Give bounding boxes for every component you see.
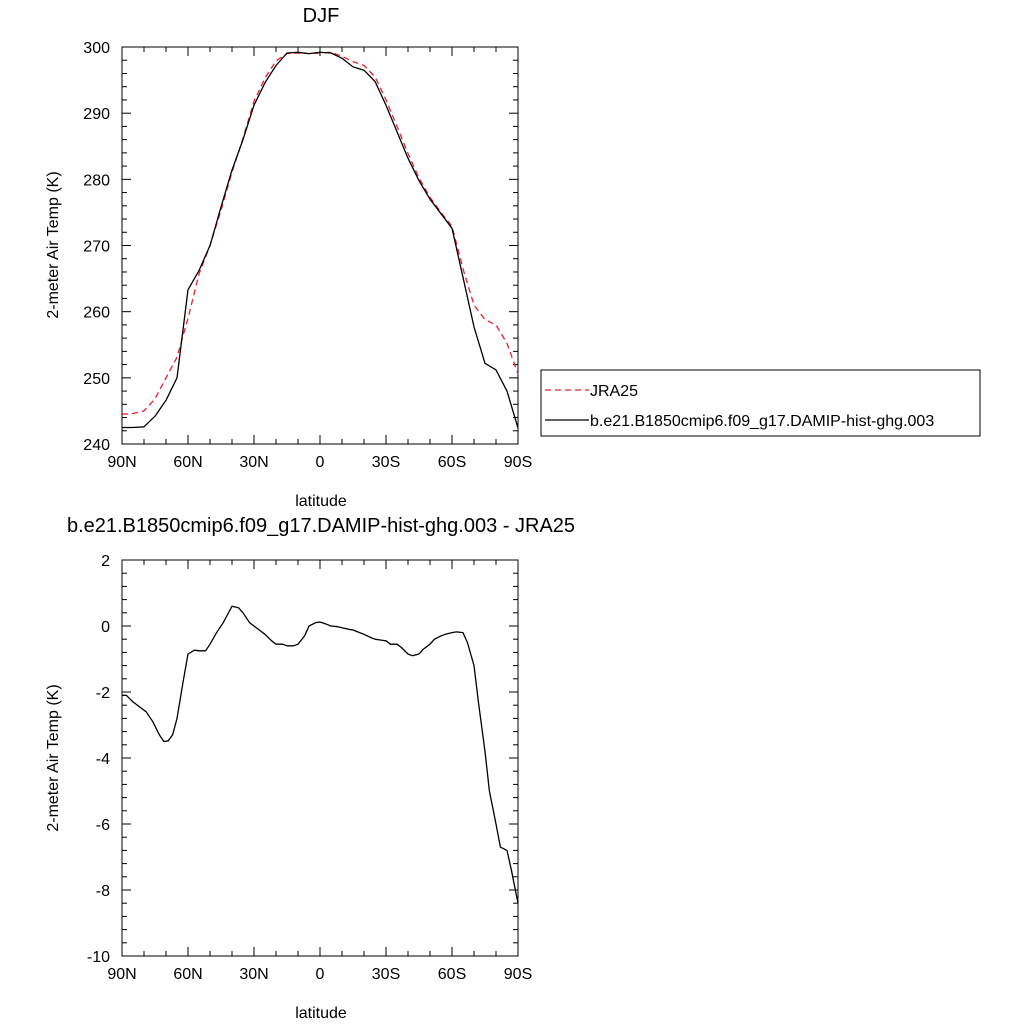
bottom-y-tick-label: 2 xyxy=(101,553,110,570)
top-y-tick-label: 240 xyxy=(83,437,110,454)
bottom-x-tick-labels: 90N 60N 30N 0 30S 60S 90S xyxy=(107,966,532,983)
top-y-tick-label: 260 xyxy=(83,305,110,322)
bottom-y-tick-labels: -10 -8 -6 -4 -2 0 2 xyxy=(87,553,110,966)
top-x-tick-label: 60S xyxy=(438,454,466,471)
bottom-y-tick-label: -8 xyxy=(96,883,110,900)
bottom-y-tick-label: -4 xyxy=(96,751,110,768)
bottom-y-axis-label: 2-meter Air Temp (K) xyxy=(45,684,62,831)
top-tick-marks xyxy=(121,46,519,445)
bottom-plot-frame xyxy=(121,559,519,957)
bottom-y-tick-label: -10 xyxy=(87,949,110,966)
bottom-chart-title: b.e21.B1850cmip6.f09_g17.DAMIP-hist-ghg.… xyxy=(67,515,575,537)
bottom-series-lines xyxy=(122,605,519,904)
bottom-y-tick-label: -2 xyxy=(96,685,110,702)
top-y-tick-label: 280 xyxy=(83,172,110,189)
top-x-tick-label: 30S xyxy=(372,454,400,471)
top-plot-frame xyxy=(121,46,519,445)
top-y-tick-label: 270 xyxy=(83,239,110,256)
legend-box xyxy=(540,369,981,437)
top-x-tick-label: 60N xyxy=(173,454,202,471)
top-series-line-model xyxy=(122,51,519,429)
bottom-x-tick-label: 60N xyxy=(173,966,202,983)
bottom-y-tick-label: 0 xyxy=(101,619,110,636)
legend-label-jra25: JRA25 xyxy=(590,383,638,400)
top-series-line-jra25 xyxy=(121,51,519,415)
bottom-plot-area: -10 -8 -6 -4 -2 0 2 90N 60N 30N 0 30S 60S 90S xyxy=(87,553,532,983)
bottom-x-tick-label: 90N xyxy=(107,966,136,983)
top-y-tick-labels: 240 250 260 270 280 290 300 xyxy=(83,40,110,454)
legend: JRA25 b.e21.B1850cmip6.f09_g17.DAMIP-his… xyxy=(540,369,981,437)
top-y-axis-label: 2-meter Air Temp (K) xyxy=(45,171,62,318)
top-series-lines xyxy=(121,51,519,429)
top-y-tick-label: 290 xyxy=(83,106,110,123)
legend-label-model: b.e21.B1850cmip6.f09_g17.DAMIP-hist-ghg.… xyxy=(590,413,934,430)
bottom-series-line-model xyxy=(122,605,519,904)
top-x-tick-labels: 90N 60N 30N 0 30S 60S 90S xyxy=(107,454,532,471)
bottom-x-tick-label: 30N xyxy=(239,966,268,983)
bottom-y-tick-label: -6 xyxy=(96,817,110,834)
top-y-tick-label: 300 xyxy=(83,40,110,57)
bottom-x-axis-label: latitude xyxy=(295,1005,347,1022)
top-x-tick-label: 0 xyxy=(316,454,325,471)
bottom-x-tick-label: 60S xyxy=(438,966,466,983)
bottom-x-tick-label: 30S xyxy=(372,966,400,983)
top-chart-title: DJF xyxy=(303,5,340,27)
top-y-tick-label: 250 xyxy=(83,371,110,388)
bottom-x-tick-label: 0 xyxy=(316,966,325,983)
bottom-x-tick-label: 90S xyxy=(504,966,532,983)
top-x-tick-label: 90N xyxy=(107,454,136,471)
top-x-tick-label: 90S xyxy=(504,454,532,471)
bottom-tick-marks xyxy=(121,559,519,957)
top-x-tick-label: 30N xyxy=(239,454,268,471)
top-x-axis-label: latitude xyxy=(295,493,347,510)
